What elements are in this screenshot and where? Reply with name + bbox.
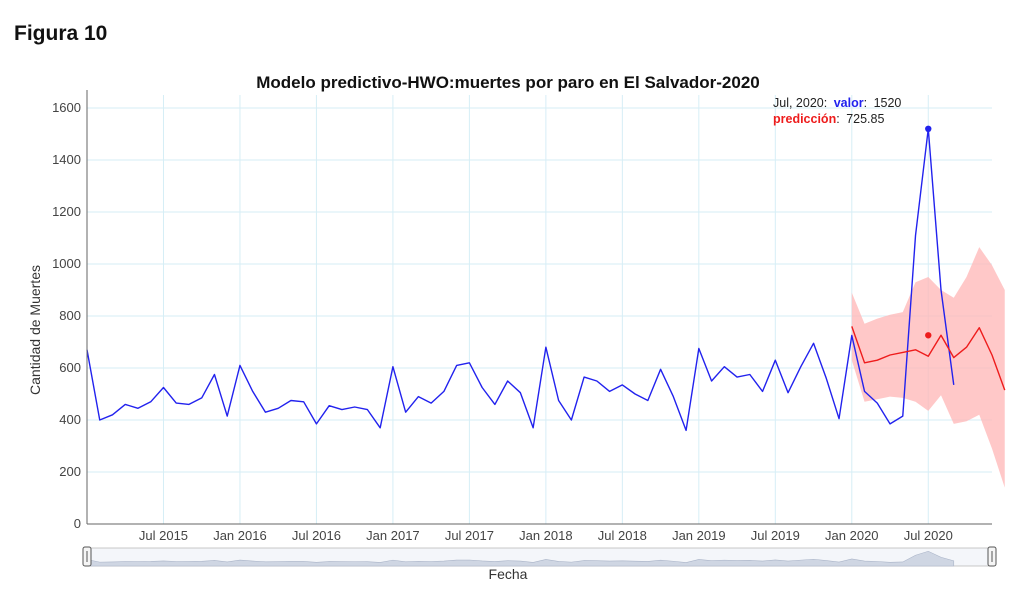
- x-tick-label: Jul 2018: [598, 528, 647, 543]
- x-tick-label: Jul 2017: [445, 528, 494, 543]
- y-tick-label: 0: [74, 516, 81, 531]
- x-tick-label: Jan 2017: [366, 528, 420, 543]
- highlight-prediction-marker: [925, 332, 932, 339]
- prediction-band-layer: [851, 247, 1005, 488]
- x-tick-label: Jan 2019: [672, 528, 726, 543]
- y-tick-label: 1600: [52, 100, 81, 115]
- y-tick-label: 200: [59, 464, 81, 479]
- y-tick-label: 800: [59, 308, 81, 323]
- x-tick-label: Jul 2016: [292, 528, 341, 543]
- x-tick-label: Jan 2020: [825, 528, 879, 543]
- tooltip-line-valor: Jul, 2020: valor: 1520: [773, 96, 901, 110]
- tooltip-date: Jul, 2020:: [773, 96, 827, 110]
- tooltip-colon: :: [864, 96, 867, 110]
- hover-tooltip: Jul, 2020: valor: 1520 predicción: 725.8…: [773, 96, 901, 126]
- y-tick-label: 1200: [52, 204, 81, 219]
- x-tick-label: Jul 2020: [904, 528, 953, 543]
- x-axis-title: Fecha: [489, 566, 528, 582]
- x-tick-label: Jan 2018: [519, 528, 573, 543]
- tooltip-valor-value: 1520: [874, 96, 902, 110]
- grid-lines: [87, 95, 992, 525]
- figure-label: Figura 10: [14, 22, 108, 45]
- y-tick-label: 600: [59, 360, 81, 375]
- highlight-actual-marker: [925, 125, 932, 132]
- axis-layer: 0 200 400 600 800 1000 1200 1400 1600 Jul 2015 Jan…: [52, 90, 992, 543]
- tooltip-line-prediccion: predicción: 725.85: [773, 112, 884, 126]
- y-tick-label: 1400: [52, 152, 81, 167]
- tooltip-valor-label: valor: [834, 96, 864, 110]
- x-tick-label: Jul 2015: [139, 528, 188, 543]
- series-layer: [86, 125, 1006, 432]
- prediction-confidence-band: [851, 247, 1005, 488]
- y-tick-label: 1000: [52, 256, 81, 271]
- range-slider-preview: [86, 550, 955, 567]
- y-tick-label: 400: [59, 412, 81, 427]
- x-tick-label: Jul 2019: [751, 528, 800, 543]
- y-axis-title: Cantidad de Muertes: [27, 265, 43, 395]
- tooltip-prediccion-value: 725.85: [846, 112, 884, 126]
- chart-title: Modelo predictivo-HWO:muertes por paro e…: [256, 73, 760, 92]
- actual-line: [86, 128, 955, 432]
- tooltip-prediccion-label: predicción: [773, 112, 836, 126]
- range-slider[interactable]: [82, 546, 997, 567]
- x-tick-label: Jan 2016: [213, 528, 267, 543]
- tooltip-colon: :: [836, 112, 839, 126]
